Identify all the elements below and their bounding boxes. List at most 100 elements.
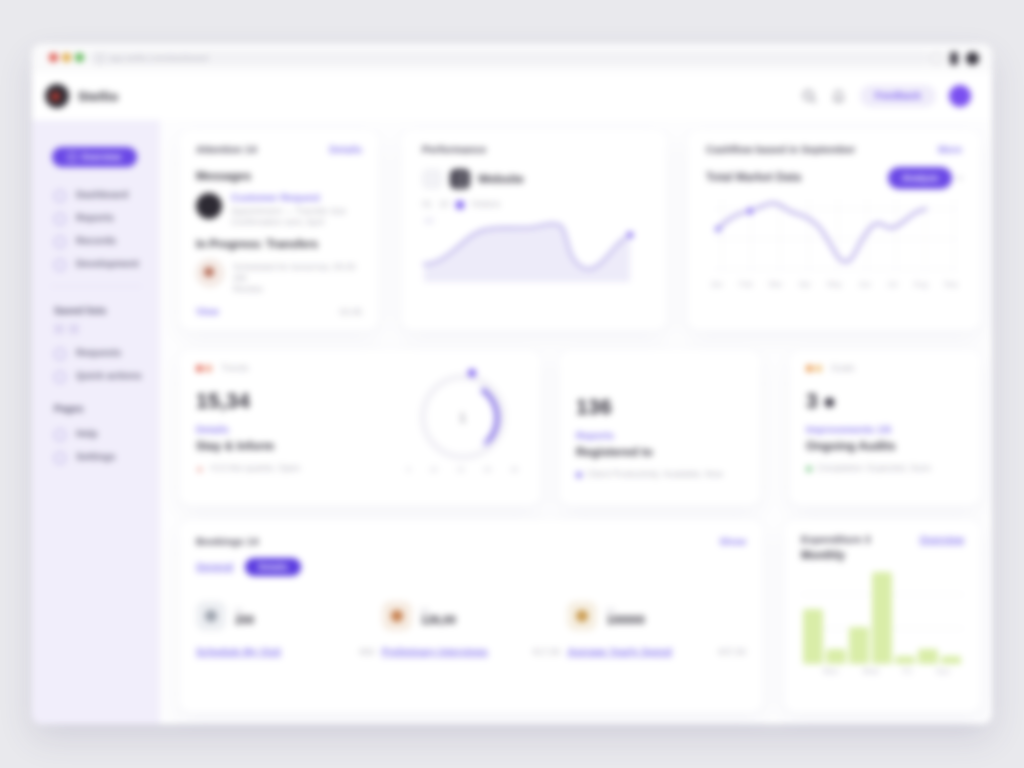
area-fill (424, 223, 630, 282)
goals-footnote: Completion: Expected, Soon (817, 463, 932, 473)
bell-icon[interactable] (831, 88, 847, 104)
bar[interactable] (918, 649, 938, 664)
message-entry[interactable]: Customer Request Appointment — Transfer … (196, 193, 362, 228)
sidebar-item-help[interactable]: Help (32, 423, 160, 446)
sidebar-nav: Dashboard Reports Records Development (32, 184, 160, 276)
bar[interactable] (849, 627, 869, 664)
maximize-window-button[interactable] (75, 53, 84, 62)
expenditure-card-link[interactable]: Overview (919, 534, 964, 546)
feedback-button[interactable]: Feedback (859, 85, 936, 107)
bar[interactable] (895, 656, 915, 664)
tab-general[interactable]: General (196, 561, 234, 573)
close-window-button[interactable] (49, 53, 58, 62)
booking-amount: €60 (359, 647, 375, 657)
chevron-down-icon[interactable]: ▾ (957, 173, 962, 183)
goals-header: Goals (831, 363, 855, 373)
trend-up-icon: ▲ (196, 464, 204, 473)
attention-card: Attention 14 Details Messages Customer R… (180, 130, 378, 330)
expenditure-card-title: Expenditure 3 (801, 534, 871, 546)
gauge-arc-start-dot (480, 388, 487, 394)
bookings-card-link[interactable]: Show (719, 536, 746, 548)
user-avatar[interactable] (949, 85, 971, 107)
registered-link[interactable]: Reports (576, 431, 614, 442)
pinned-items (32, 324, 160, 334)
booking-value: 126,00 (420, 614, 456, 627)
cashflow-card-link[interactable]: More (938, 144, 962, 156)
device-icon[interactable] (450, 169, 470, 189)
gauge-top-dot[interactable] (467, 369, 476, 377)
sidebar-item-settings[interactable]: Settings (32, 446, 160, 469)
booking-link[interactable]: Preliminary Interviews (381, 647, 488, 658)
booking-link[interactable]: Average Yearly Spend (567, 647, 672, 658)
goal-dot-icon (815, 365, 822, 372)
url-text: app.stellio.com/dashboard (109, 53, 209, 63)
bar[interactable] (826, 649, 846, 664)
sidebar-cta-button[interactable]: Overview (52, 147, 137, 167)
minimize-window-button[interactable] (62, 53, 71, 62)
registered-footnote: Client Productivity: Available, Now (587, 469, 723, 479)
extension-icon[interactable] (931, 52, 942, 64)
gauge-track (419, 373, 506, 461)
cashflow-line (716, 201, 928, 264)
brand-logo[interactable] (45, 84, 69, 108)
series-checkbox[interactable] (456, 200, 465, 209)
attention-card-link[interactable]: Details (329, 144, 362, 156)
x-axis-labels: Jan Feb Mar Apr May Jun Jul Aug Sep (710, 280, 958, 289)
bar[interactable] (803, 609, 823, 664)
booking-tag: 02 (420, 605, 430, 615)
cashflow-line-chart (714, 199, 958, 271)
sidebar-item-development[interactable]: Development (32, 253, 160, 276)
pinned-item-icon[interactable] (54, 324, 64, 334)
trends-header: Trends (221, 363, 249, 373)
view-link[interactable]: View (196, 307, 219, 318)
sidebar-cta-label: Overview (80, 152, 122, 162)
sidebar-item-dashboard[interactable]: Dashboard (32, 184, 160, 207)
booking-value: 200 (235, 614, 255, 627)
device-toolbar-icon[interactable] (950, 51, 958, 65)
booking-entry: 01 200 Schedule My Visit €60 (196, 601, 375, 658)
entry-line: Confirmation sent, April (231, 217, 325, 227)
data-point-marker[interactable] (625, 230, 635, 240)
analyze-button[interactable]: Analyze (888, 167, 952, 189)
gauge-arc (481, 388, 500, 446)
browser-profile-avatar[interactable] (966, 51, 979, 65)
goals-badge-icon (824, 397, 834, 407)
address-bar[interactable]: app.stellio.com/dashboard (88, 51, 930, 65)
legend-series-label: Visitors (471, 199, 501, 209)
reports-icon (54, 212, 66, 225)
booking-link[interactable]: Schedule My Visit (196, 647, 281, 658)
sidebar-item-quick-actions[interactable]: Quick actions (32, 365, 160, 388)
metric-label: Website (478, 172, 524, 186)
alert-dot-icon (205, 365, 212, 372)
pinned-item-icon[interactable] (69, 324, 79, 334)
grid-icon (67, 153, 76, 161)
trends-footnote: +0,5 this quarter, Open (208, 463, 301, 473)
bookings-card-title: Bookings 14 (196, 536, 259, 548)
search-icon[interactable] (802, 88, 818, 104)
bar[interactable] (872, 572, 892, 664)
data-point-marker[interactable] (745, 206, 755, 216)
cashflow-card: Cashflow based in September More Total M… (688, 130, 980, 330)
registered-value: 136 (576, 396, 612, 419)
entry-link[interactable]: Customer Request (231, 193, 320, 204)
bar[interactable] (941, 656, 961, 664)
market-field-label[interactable]: Total Market Data (706, 172, 802, 184)
quick-actions-icon (54, 370, 66, 383)
legend-range-from: 01 (422, 199, 433, 209)
browser-window: app.stellio.com/dashboard Stellio Feedba… (32, 44, 992, 724)
performance-card-title: Performance (422, 144, 487, 156)
metric-icon[interactable] (422, 169, 442, 189)
trends-link[interactable]: Details (196, 425, 229, 436)
expenditure-subtitle: Monthly (801, 550, 846, 562)
logo-mark-icon (51, 92, 60, 101)
goals-link[interactable]: Improvements 1/6 (806, 425, 892, 436)
sidebar-item-records[interactable]: Records (32, 230, 160, 253)
sidebar-item-reports[interactable]: Reports (32, 207, 160, 230)
bookings-card: Bookings 14 Show General Details 01 200 (180, 520, 762, 712)
cashflow-card-title: Cashflow based in September (706, 144, 856, 156)
ok-dot-icon (806, 465, 812, 472)
sidebar-section-saved-lists: Saved lists (54, 306, 107, 317)
sidebar-item-requests[interactable]: Requests (32, 342, 160, 365)
tab-details[interactable]: Details (245, 558, 301, 576)
progress-entry[interactable]: Scheduled for tomorrow, 09:30 AM Review (196, 259, 362, 295)
